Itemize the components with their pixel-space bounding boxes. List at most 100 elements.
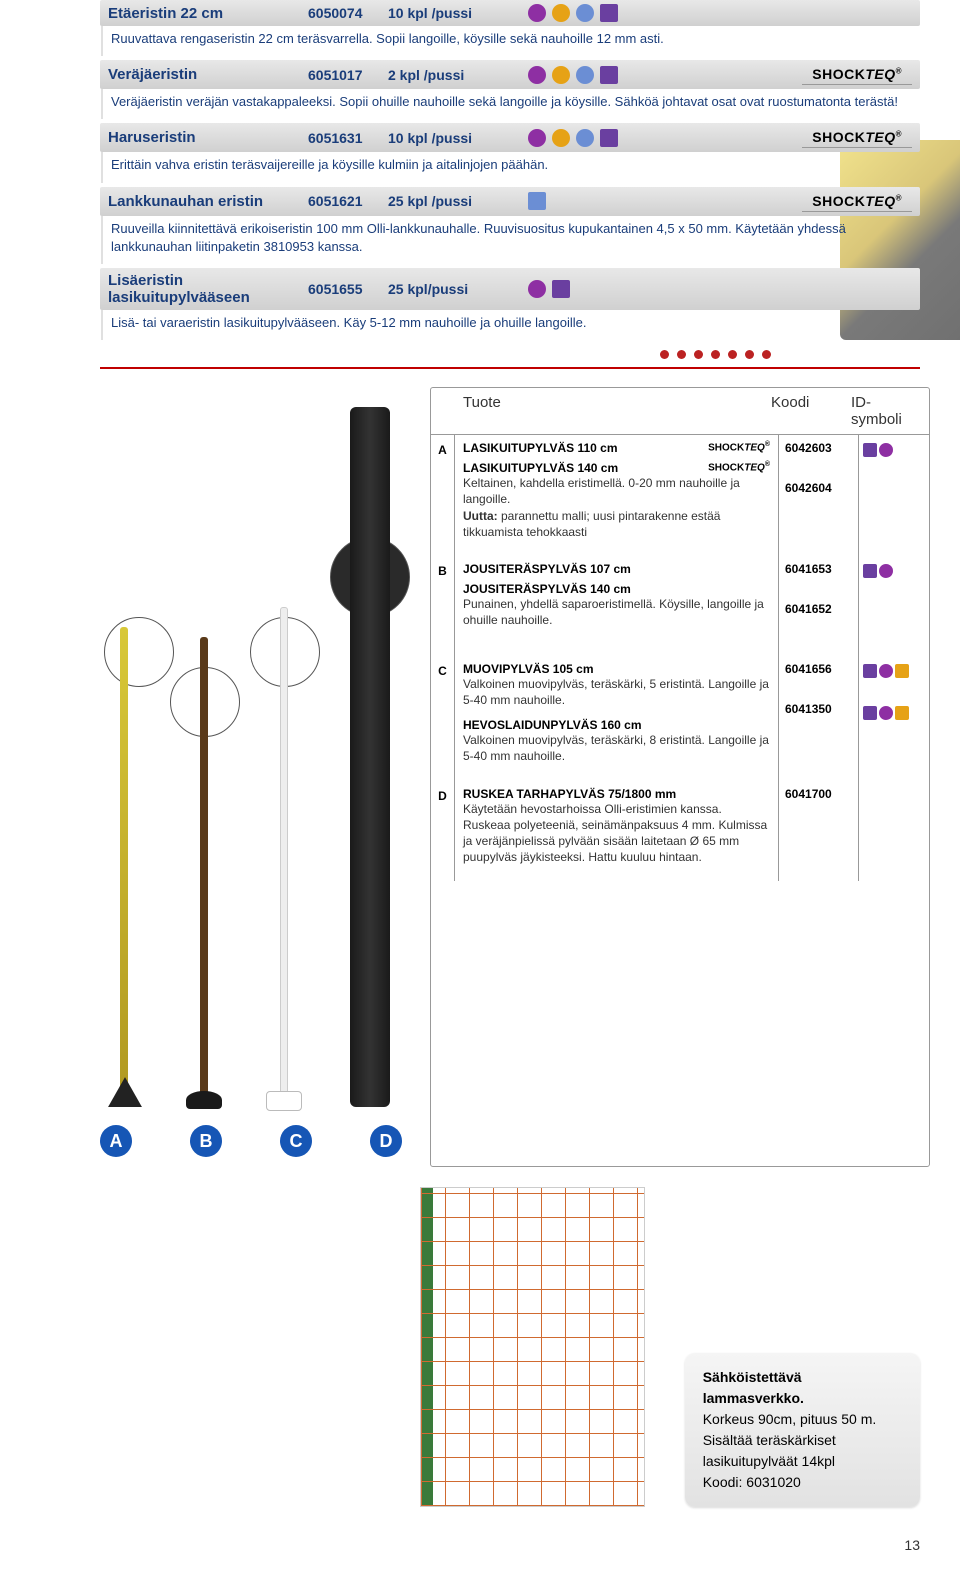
table-group-B: BJOUSITERÄSPYLVÄS 107 cmJOUSITERÄSPYLVÄS… [431, 556, 929, 656]
product-desc: Punainen, yhdellä saparoeristimellä. Köy… [463, 596, 770, 628]
pole-c-foot [266, 1091, 302, 1111]
product-name: LASIKUITUPYLVÄS 140 cmSHOCKTEQ® [463, 461, 770, 475]
product-desc: Valkoinen muovipylväs, teräskärki, 5 eri… [463, 676, 770, 708]
callout-line1: Korkeus 90cm, pituus 50 m. [703, 1409, 902, 1430]
group-letter: D [431, 781, 455, 882]
product-code: 6041656 [785, 662, 852, 676]
table-group-C: CMUOVIPYLVÄS 105 cmValkoinen muovipylväs… [431, 656, 929, 781]
group-main: JOUSITERÄSPYLVÄS 107 cm JOUSITERÄSPYLVÄS … [455, 556, 779, 656]
pole-a [120, 627, 128, 1107]
entry-3: Lankkunauhan eristin605162125 kpl /pussi… [100, 187, 920, 264]
product-desc: Valkoinen muovipylväs, teräskärki, 8 eri… [463, 732, 770, 764]
square-icon [528, 192, 546, 210]
dot-icon [879, 706, 893, 720]
symbol-group [863, 606, 925, 620]
entry-pack: 25 kpl/pussi [388, 281, 508, 297]
color-dots [528, 66, 618, 84]
entry-0: Etäeristin 22 cm605007410 kpl /pussiRuuv… [100, 0, 920, 56]
product-table: Tuote Koodi ID-symboli ALASIKUITUPYLVÄS … [430, 387, 930, 1167]
group-codes: 60416566041350 [779, 656, 859, 781]
decorative-dots [660, 350, 920, 359]
symbol-group [863, 564, 925, 578]
group-main: LASIKUITUPYLVÄS 110 cmSHOCKTEQ® LASIKUITU… [455, 435, 779, 556]
insulator-entries: Etäeristin 22 cm605007410 kpl /pussi Ruuv… [0, 0, 960, 359]
square-icon [863, 664, 877, 678]
square-icon [863, 443, 877, 457]
entry-desc: Erittäin vahva eristin teräsvaijereille … [101, 152, 920, 182]
entry-4: Lisäeristin lasikuitupylvääseen605165525… [100, 268, 920, 359]
dot-icon [552, 4, 570, 22]
catalog-page: Etäeristin 22 cm605007410 kpl /pussi Ruuv… [0, 0, 960, 1573]
entry-header: Haruseristin605163110 kpl /pussiSHOCKTEQ… [100, 123, 920, 152]
section-divider [100, 367, 920, 369]
callout-line2: Sisältää teräskärkiset lasikuitupylväät … [703, 1430, 902, 1472]
group-symbols [859, 435, 929, 556]
color-dots [528, 129, 618, 147]
product-name: JOUSITERÄSPYLVÄS 107 cm [463, 562, 770, 576]
table-group-D: DRUSKEA TARHAPYLVÄS 75/1800 mmKäytetään … [431, 781, 929, 882]
dot-icon [879, 664, 893, 678]
group-letter: B [431, 556, 455, 656]
group-letter: C [431, 656, 455, 781]
product-code: 6041700 [785, 787, 852, 801]
entry-title: Etäeristin 22 cm [108, 5, 308, 22]
entry-pack: 25 kpl /pussi [388, 193, 508, 209]
entry-header: Lisäeristin lasikuitupylvääseen605165525… [100, 268, 920, 310]
square-icon [895, 664, 909, 678]
entry-desc: Ruuveilla kiinnitettävä erikoiseristin 1… [101, 216, 920, 264]
square-icon [863, 706, 877, 720]
dot-icon [528, 280, 546, 298]
color-dots [528, 280, 570, 298]
product-code: 6042603 [785, 441, 852, 455]
callout-line3: Koodi: 6031020 [703, 1472, 902, 1493]
entry-header: Etäeristin 22 cm605007410 kpl /pussi [100, 0, 920, 26]
entry-header: Lankkunauhan eristin605162125 kpl /pussi… [100, 187, 920, 216]
entry-1: Veräjäeristin60510172 kpl /pussiSHOCKTEQ… [100, 60, 920, 119]
dot-icon [528, 129, 546, 147]
brand-logo: SHOCKTEQ® [802, 191, 912, 212]
brand-logo: SHOCKTEQ® [802, 64, 912, 85]
symbol-group [863, 706, 925, 720]
product-name: LASIKUITUPYLVÄS 110 cmSHOCKTEQ® [463, 441, 770, 455]
pole-c [280, 607, 288, 1107]
product-name: HEVOSLAIDUNPYLVÄS 160 cm [463, 718, 770, 732]
dot-icon [879, 564, 893, 578]
entry-pack: 10 kpl /pussi [388, 130, 508, 146]
callout-box: Sähköistettävä lammasverkko. Korkeus 90c… [685, 1353, 920, 1507]
product-name: RUSKEA TARHAPYLVÄS 75/1800 mm [463, 787, 770, 801]
square-icon [863, 564, 877, 578]
label-a: A [100, 1125, 132, 1157]
group-symbols [859, 781, 929, 882]
pole-a-foot [108, 1077, 142, 1107]
entry-title: Veräjäeristin [108, 66, 308, 83]
square-icon [600, 129, 618, 147]
label-b: B [190, 1125, 222, 1157]
dot-icon [528, 66, 546, 84]
entry-desc: Lisä- tai varaeristin lasikuitupylvääsee… [101, 310, 920, 340]
th-sym: ID-symboli [851, 394, 921, 428]
symbol-group [863, 485, 925, 499]
brand-logo: SHOCKTEQ® [802, 127, 912, 148]
group-letter: A [431, 435, 455, 556]
color-dots [528, 192, 546, 210]
product-name: JOUSITERÄSPYLVÄS 140 cm [463, 582, 770, 596]
table-header: Tuote Koodi ID-symboli [431, 388, 929, 435]
group-symbols [859, 656, 929, 781]
table-body: ALASIKUITUPYLVÄS 110 cmSHOCKTEQ®LASIKUIT… [431, 435, 929, 881]
group-main: RUSKEA TARHAPYLVÄS 75/1800 mmKäytetään h… [455, 781, 779, 882]
label-d: D [370, 1125, 402, 1157]
page-number: 13 [0, 1537, 920, 1553]
product-code: 6041653 [785, 562, 852, 576]
group-codes: 60426036042604 [779, 435, 859, 556]
th-code: Koodi [771, 394, 851, 428]
square-icon [600, 66, 618, 84]
symbol-group [863, 664, 925, 678]
sheep-net-image [420, 1187, 645, 1507]
net-section: Sähköistettävä lammasverkko. Korkeus 90c… [100, 1187, 920, 1507]
pole-b [200, 637, 208, 1107]
dot-icon [576, 129, 594, 147]
brand-logo: SHOCKTEQ® [708, 441, 770, 453]
entry-title: Lisäeristin lasikuitupylvääseen [108, 272, 308, 306]
entry-2: Haruseristin605163110 kpl /pussiSHOCKTEQ… [100, 123, 920, 182]
group-codes: 60416536041652 [779, 556, 859, 656]
